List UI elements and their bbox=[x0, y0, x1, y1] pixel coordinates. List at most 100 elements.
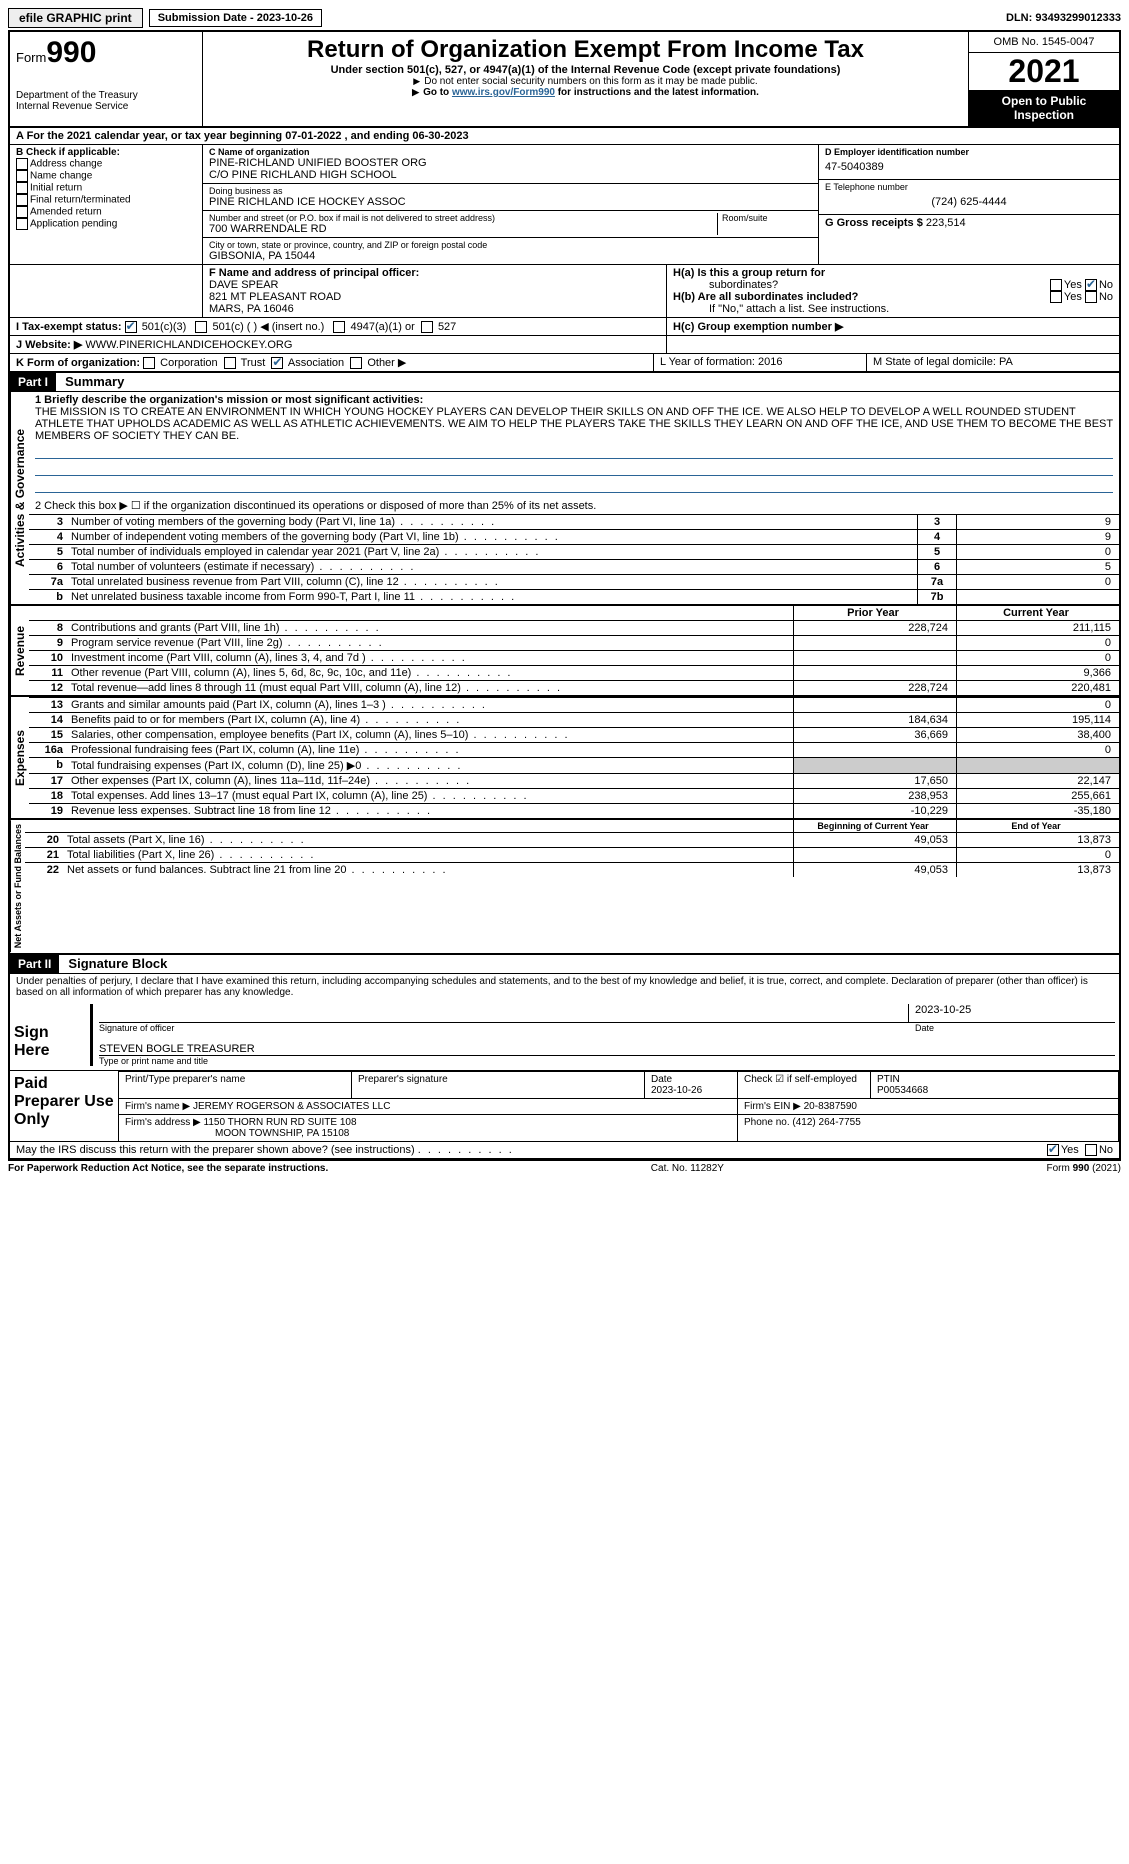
hb-no[interactable] bbox=[1085, 291, 1097, 303]
hc-label: H(c) Group exemption number ▶ bbox=[673, 321, 843, 333]
city-label: City or town, state or province, country… bbox=[209, 240, 812, 250]
room-label: Room/suite bbox=[722, 213, 812, 223]
side-activities: Activities & Governance bbox=[10, 392, 29, 604]
street-value: 700 WARRENDALE RD bbox=[209, 223, 717, 235]
col-c-org: C Name of organization PINE-RICHLAND UNI… bbox=[203, 145, 818, 264]
summary-expenses: Expenses 13Grants and similar amounts pa… bbox=[10, 695, 1119, 818]
discuss-row: May the IRS discuss this return with the… bbox=[10, 1141, 1119, 1158]
chk-app-pending[interactable] bbox=[16, 218, 28, 230]
name-label: C Name of organization bbox=[209, 147, 812, 157]
dba-value: PINE RICHLAND ICE HOCKEY ASSOC bbox=[209, 196, 812, 208]
chk-501c3[interactable] bbox=[125, 321, 137, 333]
website-label: J Website: ▶ bbox=[16, 339, 82, 351]
summary-line: 18Total expenses. Add lines 13–17 (must … bbox=[29, 789, 1119, 804]
side-revenue: Revenue bbox=[10, 606, 29, 695]
ha-no[interactable] bbox=[1085, 279, 1097, 291]
paid-preparer-label: Paid Preparer Use Only bbox=[10, 1071, 118, 1141]
tax-status-label: I Tax-exempt status: bbox=[16, 321, 122, 333]
paid-preparer-block: Paid Preparer Use Only Print/Type prepar… bbox=[10, 1070, 1119, 1141]
omb-number: OMB No. 1545-0047 bbox=[969, 32, 1119, 53]
line1-label: 1 Briefly describe the organization's mi… bbox=[35, 394, 1113, 406]
part1-header: Part I Summary bbox=[10, 373, 1119, 391]
form-header: Form990 Department of the Treasury Inter… bbox=[10, 32, 1119, 128]
state-domicile: M State of legal domicile: PA bbox=[866, 354, 1119, 371]
discuss-yes[interactable] bbox=[1047, 1144, 1059, 1156]
sign-here-label: Sign Here bbox=[14, 1004, 84, 1066]
row-klm: K Form of organization: Corporation Trus… bbox=[10, 354, 1119, 373]
row-i: I Tax-exempt status: 501(c)(3) 501(c) ( … bbox=[10, 318, 1119, 336]
dept-treasury: Department of the Treasury bbox=[16, 90, 196, 101]
summary-line: bNet unrelated business taxable income f… bbox=[29, 590, 1119, 605]
summary-line: 19Revenue less expenses. Subtract line 1… bbox=[29, 804, 1119, 819]
chk-address-change[interactable] bbox=[16, 158, 28, 170]
summary-line: bTotal fundraising expenses (Part IX, co… bbox=[29, 758, 1119, 774]
chk-trust[interactable] bbox=[224, 357, 236, 369]
officer-label: F Name and address of principal officer: bbox=[209, 267, 660, 279]
discuss-no[interactable] bbox=[1085, 1144, 1097, 1156]
chk-name-change[interactable] bbox=[16, 170, 28, 182]
form-number: 990 bbox=[46, 36, 96, 69]
part1-label: Part I bbox=[10, 373, 56, 391]
form-org-label: K Form of organization: bbox=[16, 357, 140, 369]
officer-name: DAVE SPEAR bbox=[209, 279, 660, 291]
col-d-ein: D Employer identification number 47-5040… bbox=[818, 145, 1119, 264]
ha-label: H(a) Is this a group return for bbox=[673, 267, 825, 279]
part2-header: Part II Signature Block bbox=[10, 955, 1119, 973]
summary-line: 4Number of independent voting members of… bbox=[29, 530, 1119, 545]
open-public: Open to Public Inspection bbox=[969, 90, 1119, 126]
phone-value: (724) 625-4444 bbox=[825, 192, 1113, 212]
instr-ssn: Do not enter social security numbers on … bbox=[209, 76, 962, 87]
irs-link[interactable]: www.irs.gov/Form990 bbox=[452, 87, 555, 98]
ha-sub: subordinates? bbox=[673, 279, 778, 291]
dln: DLN: 93493299012333 bbox=[1006, 12, 1121, 24]
summary-line: 21Total liabilities (Part X, line 26)0 bbox=[25, 848, 1119, 863]
preparer-table: Print/Type preparer's name Preparer's si… bbox=[118, 1071, 1119, 1141]
summary-line: 3Number of voting members of the governi… bbox=[29, 515, 1119, 530]
form-prefix: Form bbox=[16, 50, 46, 65]
website-value: WWW.PINERICHLANDICEHOCKEY.ORG bbox=[85, 339, 292, 351]
form-subtitle: Under section 501(c), 527, or 4947(a)(1)… bbox=[209, 64, 962, 76]
hb-yes[interactable] bbox=[1050, 291, 1062, 303]
chk-501c[interactable] bbox=[195, 321, 207, 333]
ha-yes[interactable] bbox=[1050, 279, 1062, 291]
gross-label: G Gross receipts $ bbox=[825, 217, 923, 229]
part2-label: Part II bbox=[10, 955, 59, 973]
ein-label: D Employer identification number bbox=[825, 147, 1113, 157]
part1-title: Summary bbox=[59, 374, 124, 389]
officer-addr2: MARS, PA 16046 bbox=[209, 303, 660, 315]
summary-line: 9Program service revenue (Part VIII, lin… bbox=[29, 636, 1119, 651]
side-net: Net Assets or Fund Balances bbox=[10, 820, 25, 952]
summary-line: 22Net assets or fund balances. Subtract … bbox=[25, 863, 1119, 878]
chk-assoc[interactable] bbox=[271, 357, 283, 369]
chk-corp[interactable] bbox=[143, 357, 155, 369]
summary-line: 7aTotal unrelated business revenue from … bbox=[29, 575, 1119, 590]
chk-4947[interactable] bbox=[333, 321, 345, 333]
tax-year: 2021 bbox=[969, 53, 1119, 90]
footer-mid: Cat. No. 11282Y bbox=[651, 1163, 724, 1174]
org-name-1: PINE-RICHLAND UNIFIED BOOSTER ORG bbox=[209, 157, 812, 169]
summary-line: 10Investment income (Part VIII, column (… bbox=[29, 651, 1119, 666]
summary-line: 13Grants and similar amounts paid (Part … bbox=[29, 698, 1119, 713]
summary-activities: Activities & Governance 1 Briefly descri… bbox=[10, 391, 1119, 604]
instr-goto-post: for instructions and the latest informat… bbox=[555, 87, 759, 98]
section-bcd: B Check if applicable: Address change Na… bbox=[10, 145, 1119, 265]
gov-lines-table: 3Number of voting members of the governi… bbox=[29, 514, 1119, 604]
chk-amended[interactable] bbox=[16, 206, 28, 218]
line2: 2 Check this box ▶ ☐ if the organization… bbox=[29, 497, 1119, 514]
side-expenses: Expenses bbox=[10, 697, 29, 818]
chk-final-return[interactable] bbox=[16, 194, 28, 206]
mission-text: THE MISSION IS TO CREATE AN ENVIRONMENT … bbox=[35, 406, 1113, 442]
summary-line: 5Total number of individuals employed in… bbox=[29, 545, 1119, 560]
footer: For Paperwork Reduction Act Notice, see … bbox=[8, 1160, 1121, 1174]
efile-print-button[interactable]: efile GRAPHIC print bbox=[8, 8, 143, 28]
col-b-title: B Check if applicable: bbox=[16, 147, 196, 158]
chk-527[interactable] bbox=[421, 321, 433, 333]
form-title: Return of Organization Exempt From Incom… bbox=[209, 36, 962, 64]
summary-line: 11Other revenue (Part VIII, column (A), … bbox=[29, 666, 1119, 681]
summary-net: Net Assets or Fund Balances Beginning of… bbox=[10, 818, 1119, 954]
chk-initial-return[interactable] bbox=[16, 182, 28, 194]
form-container: Form990 Department of the Treasury Inter… bbox=[8, 30, 1121, 1160]
officer-addr1: 821 MT PLEASANT ROAD bbox=[209, 291, 660, 303]
chk-other[interactable] bbox=[350, 357, 362, 369]
col-b-checkboxes: B Check if applicable: Address change Na… bbox=[10, 145, 203, 264]
